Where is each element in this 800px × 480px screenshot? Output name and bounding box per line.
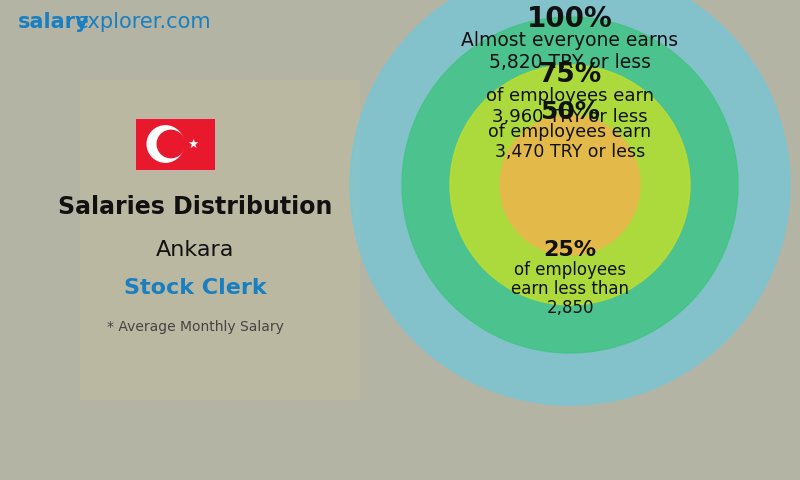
Text: 50%: 50% [540,100,600,124]
Text: Ankara: Ankara [156,240,234,260]
Text: Stock Clerk: Stock Clerk [124,278,266,298]
Text: 5,820 TRY or less: 5,820 TRY or less [489,53,651,72]
Text: of employees: of employees [514,261,626,279]
Text: 2,850: 2,850 [546,299,594,317]
Text: of employees earn: of employees earn [486,87,654,105]
Circle shape [402,17,738,353]
FancyBboxPatch shape [80,80,360,400]
Text: 25%: 25% [543,240,597,260]
FancyBboxPatch shape [135,118,215,170]
Circle shape [147,126,184,162]
Text: explorer.com: explorer.com [76,12,212,32]
Text: Salaries Distribution: Salaries Distribution [58,195,332,219]
Text: salary: salary [18,12,90,32]
Circle shape [350,0,790,405]
Circle shape [450,65,690,305]
Text: 3,470 TRY or less: 3,470 TRY or less [495,144,645,161]
Text: of employees earn: of employees earn [489,123,651,142]
Text: * Average Monthly Salary: * Average Monthly Salary [106,320,283,334]
Text: Almost everyone earns: Almost everyone earns [462,31,678,50]
Text: ★: ★ [187,137,198,151]
Circle shape [158,131,185,157]
Text: 75%: 75% [538,62,602,88]
Circle shape [500,115,640,255]
Text: 3,960 TRY or less: 3,960 TRY or less [492,108,648,125]
Text: earn less than: earn less than [511,280,629,298]
Text: 100%: 100% [527,5,613,33]
